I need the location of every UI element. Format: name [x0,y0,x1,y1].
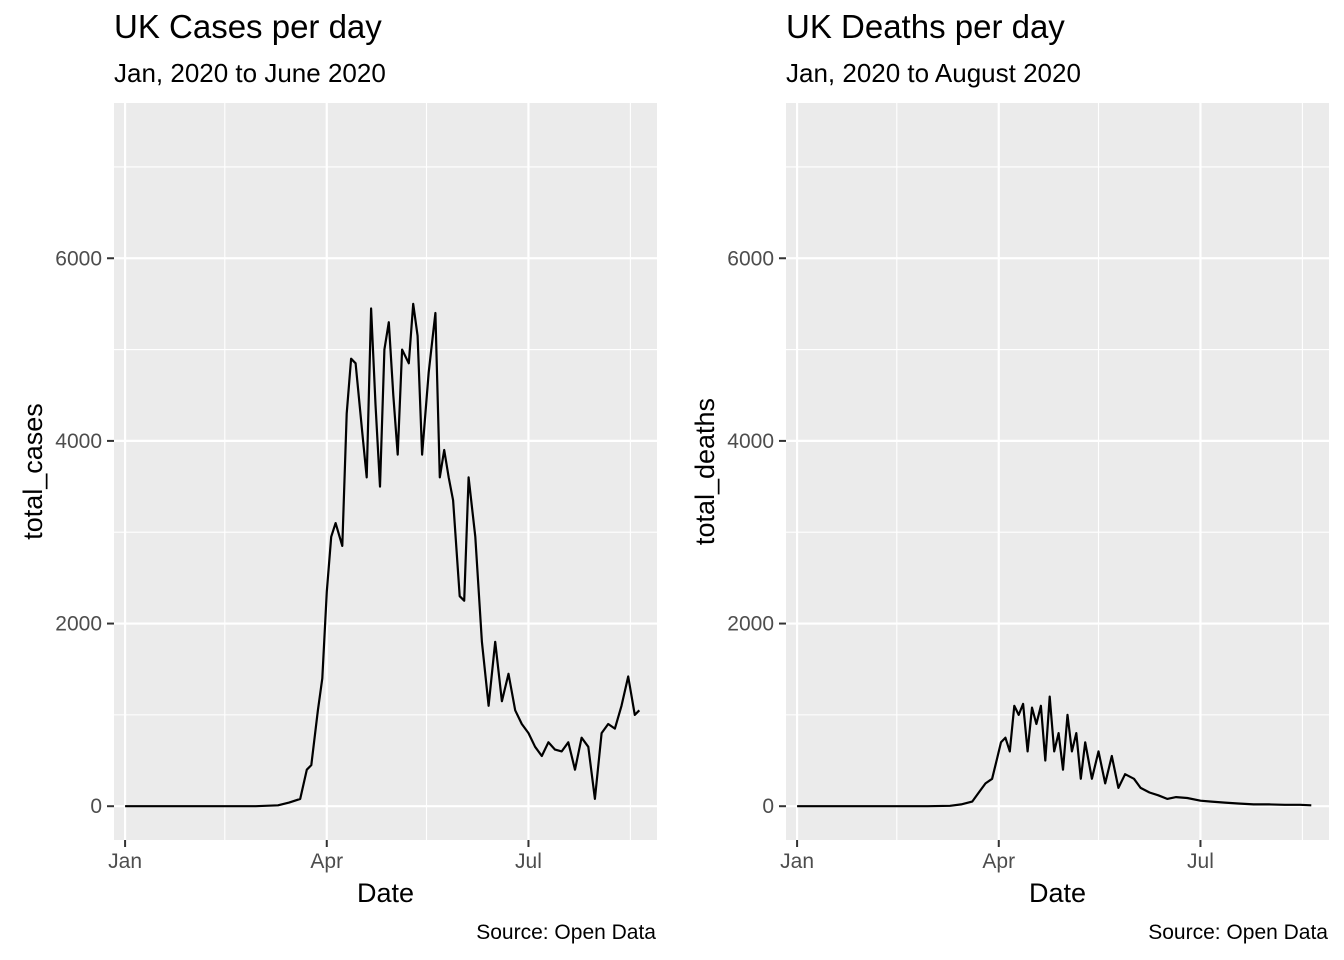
x-tick-label: Apr [982,850,1015,873]
x-axis-title: Date [357,878,414,908]
cases-chart-panel: UK Cases per day Jan, 2020 to June 2020 … [18,8,657,944]
x-axis-title: Date [1029,878,1086,908]
deaths-chart-panel: UK Deaths per day Jan, 2020 to August 20… [672,0,1344,960]
y-axis-title: total_cases [18,403,48,540]
plot-background [786,103,1329,840]
chart-title: UK Deaths per day [786,8,1065,45]
x-tick-label: Jan [780,850,814,873]
y-tick-label: 2000 [55,613,102,636]
x-tick-label: Jul [1187,850,1214,873]
y-tick-label: 4000 [55,430,102,453]
chart-subtitle: Jan, 2020 to August 2020 [786,58,1081,88]
x-tick-label: Jan [108,850,142,873]
plot-background [114,103,657,840]
cases-chart-svg: 0 2000 4000 6000 Jan Apr Jul Date total_cases [18,103,657,908]
x-tick-label: Apr [310,850,343,873]
chart-subtitle: Jan, 2020 to June 2020 [114,58,386,88]
y-tick-label: 6000 [727,247,774,270]
x-tick-label: Jul [515,850,542,873]
deaths-chart-svg: 0 2000 4000 6000 Jan Apr Jul Date total_deaths [690,103,1329,908]
y-tick-label: 0 [762,795,774,818]
y-tick-label: 6000 [55,247,102,270]
series-line [797,695,1312,808]
y-tick-label: 2000 [727,613,774,636]
chart-caption: Source: Open Data [1148,921,1328,944]
y-tick-label: 4000 [727,430,774,453]
series-line [125,302,641,808]
chart-caption: Source: Open Data [476,921,656,944]
y-axis-title: total_deaths [690,398,720,545]
y-tick-label: 0 [90,795,102,818]
chart-title: UK Cases per day [114,8,382,45]
